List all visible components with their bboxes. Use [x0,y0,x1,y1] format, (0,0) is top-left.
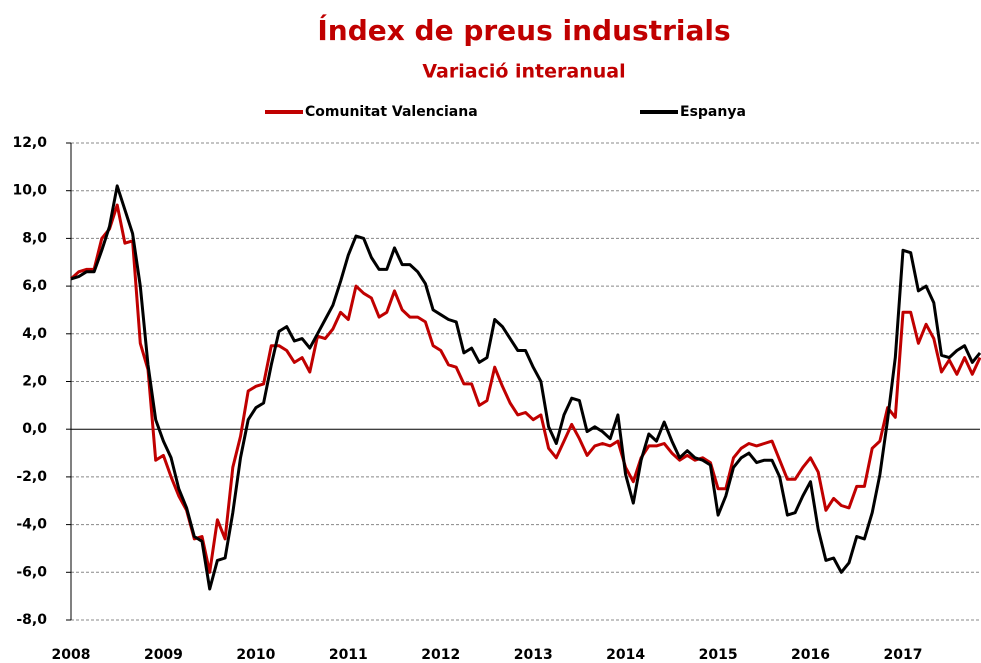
y-tick-label: -8,0 [16,612,47,628]
y-tick-label: 6,0 [22,278,47,294]
x-tick-label: 2017 [883,647,922,663]
y-tick-label: 10,0 [12,183,47,199]
x-tick-label: 2011 [329,647,368,663]
y-tick-label: 2,0 [22,374,47,390]
x-tick-label: 2010 [236,647,275,663]
line-series [70,184,981,591]
line-series [69,203,981,574]
x-tick-label: 2016 [791,647,830,663]
y-tick-label: 8,0 [22,230,47,246]
x-tick-label: 2008 [52,647,91,663]
y-tick-label: -2,0 [16,469,47,485]
y-tick-label: 0,0 [22,421,47,437]
y-tick-label: 4,0 [22,326,47,342]
legend-label: Comunitat Valenciana [305,104,478,120]
x-tick-label: 2009 [144,647,183,663]
chart-title: Índex de preus industrials [317,13,730,47]
x-tick-label: 2015 [699,647,738,663]
x-tick-label: 2014 [606,647,645,663]
y-tick-label: -4,0 [16,517,47,533]
legend-label: Espanya [680,104,746,120]
y-tick-label: -6,0 [16,564,47,580]
x-tick-label: 2012 [421,647,460,663]
x-tick-label: 2013 [514,647,553,663]
chart-subtitle: Variació interanual [422,61,625,83]
y-tick-label: 12,0 [12,135,47,151]
